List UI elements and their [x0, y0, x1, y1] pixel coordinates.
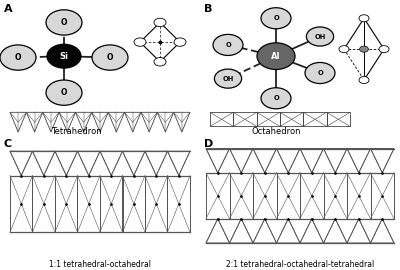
Circle shape — [359, 15, 369, 22]
Text: O: O — [317, 70, 323, 76]
Circle shape — [134, 38, 146, 46]
Circle shape — [261, 8, 291, 29]
Text: O: O — [61, 18, 67, 27]
Circle shape — [46, 10, 82, 35]
Circle shape — [360, 46, 368, 52]
Text: 1:1 tetrahedral-octahedral: 1:1 tetrahedral-octahedral — [49, 260, 151, 269]
Text: O: O — [273, 95, 279, 101]
Circle shape — [339, 46, 349, 53]
Circle shape — [379, 46, 389, 53]
Text: O: O — [107, 53, 113, 62]
Text: Al: Al — [271, 52, 281, 61]
Text: O: O — [61, 88, 67, 97]
Circle shape — [306, 27, 334, 46]
Circle shape — [261, 88, 291, 109]
Text: O: O — [273, 15, 279, 21]
Text: C: C — [4, 139, 12, 149]
Circle shape — [154, 58, 166, 66]
Text: Si: Si — [60, 52, 68, 61]
Circle shape — [213, 34, 243, 55]
Text: A: A — [4, 4, 13, 14]
Text: OH: OH — [222, 76, 234, 82]
Text: D: D — [204, 139, 213, 149]
Circle shape — [305, 62, 335, 83]
Text: O: O — [15, 53, 21, 62]
Circle shape — [0, 45, 36, 70]
Circle shape — [174, 38, 186, 46]
Circle shape — [46, 80, 82, 105]
Text: Octahedron: Octahedron — [251, 127, 301, 136]
Text: O: O — [225, 42, 231, 48]
Text: 2:1 tetrahedral-octahedral-tetrahedral: 2:1 tetrahedral-octahedral-tetrahedral — [226, 260, 374, 269]
Text: OH: OH — [314, 33, 326, 39]
Circle shape — [359, 76, 369, 83]
Circle shape — [92, 45, 128, 70]
Circle shape — [257, 43, 295, 69]
Text: Tetrahedron: Tetrahedron — [51, 127, 101, 136]
Circle shape — [214, 69, 242, 88]
Circle shape — [154, 18, 166, 27]
Text: B: B — [204, 4, 212, 14]
Circle shape — [47, 44, 81, 68]
